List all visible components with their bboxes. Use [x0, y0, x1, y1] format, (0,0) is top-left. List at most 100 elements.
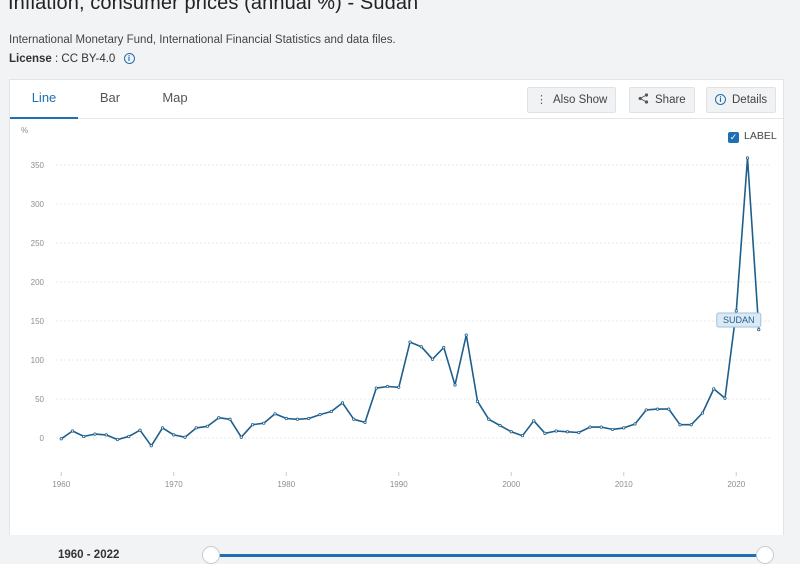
data-point — [363, 420, 367, 424]
license-label: License — [9, 53, 52, 65]
data-point — [82, 434, 86, 439]
data-point — [295, 417, 300, 421]
license-value: : CC BY-4.0 — [55, 53, 116, 65]
data-point — [622, 426, 626, 430]
data-point — [104, 433, 108, 437]
x-tick-label: 1990 — [390, 480, 408, 489]
data-point — [329, 409, 333, 414]
data-point — [712, 387, 716, 391]
data-point — [442, 345, 446, 350]
data-point — [115, 437, 120, 442]
data-point — [284, 416, 288, 421]
data-point — [655, 407, 660, 411]
year-range-label: 1960 - 2022 — [58, 549, 120, 561]
year-range-bar: 1960 - 2022 — [0, 535, 800, 564]
tab-line[interactable]: Line — [10, 80, 78, 119]
share-button[interactable]: Share — [629, 87, 695, 113]
x-tick-label: 1970 — [165, 480, 183, 489]
data-point — [93, 432, 97, 436]
data-point — [385, 384, 390, 389]
data-point — [745, 156, 750, 160]
data-point — [194, 426, 198, 430]
data-point — [734, 309, 738, 313]
line-chart: % 0 50 100 150 200 250 300 350 1960 1970 1980 1990 20… — [21, 126, 772, 489]
tab-bar[interactable]: Bar — [99, 90, 121, 105]
data-point — [487, 417, 491, 421]
data-point — [340, 401, 345, 405]
share-label: Share — [655, 94, 686, 106]
data-point — [262, 421, 266, 425]
data-point — [273, 412, 277, 416]
page-title: Inflation, consumer prices (annual %) - … — [8, 0, 419, 14]
source-note: International Monetary Fund, Internation… — [9, 34, 396, 46]
x-tick-label: 1980 — [277, 480, 295, 489]
data-point — [127, 434, 131, 439]
data-point — [554, 429, 558, 433]
data-point — [183, 435, 187, 439]
data-point — [70, 429, 75, 433]
data-point — [318, 412, 322, 417]
label-toggle[interactable]: ✓ LABEL — [728, 130, 777, 143]
license-line: License : CC BY-4.0 i — [9, 53, 135, 65]
data-point — [239, 435, 243, 439]
data-point — [453, 383, 457, 387]
y-axis-label: % — [21, 126, 28, 135]
data-point — [374, 386, 378, 390]
data-point — [633, 422, 637, 426]
details-button[interactable]: i Details — [706, 87, 777, 113]
data-point — [475, 399, 480, 403]
chart-card: Line Bar Map ⋮ Also Show Share i Details ✓… — [9, 79, 784, 536]
checkbox-checked-icon[interactable]: ✓ — [728, 132, 739, 143]
y-tick-label: 50 — [35, 395, 44, 404]
series-line-sudan — [60, 157, 760, 447]
data-point — [565, 430, 570, 434]
data-point — [464, 333, 468, 337]
data-point — [520, 434, 525, 438]
details-info-glyph: i — [715, 94, 726, 105]
data-point — [419, 345, 423, 349]
data-point — [644, 408, 648, 412]
y-tick-label: 350 — [31, 161, 45, 170]
y-tick-label: 0 — [40, 434, 45, 443]
data-point — [228, 417, 232, 421]
data-point — [599, 425, 603, 429]
data-point — [307, 416, 311, 421]
data-point — [678, 423, 682, 427]
data-point — [588, 425, 592, 429]
data-point — [577, 430, 581, 435]
data-point — [172, 433, 176, 437]
data-point — [667, 407, 671, 411]
data-point — [700, 411, 705, 415]
x-tick-label: 2020 — [727, 480, 745, 489]
data-point — [138, 428, 142, 432]
details-label: Details — [732, 94, 768, 106]
data-point — [59, 437, 63, 441]
tab-map[interactable]: Map — [162, 90, 188, 105]
label-toggle-text: LABEL — [744, 130, 777, 142]
data-point — [352, 417, 356, 421]
data-point — [610, 427, 615, 432]
x-tick-label: 1960 — [52, 480, 70, 489]
license-info-icon[interactable]: i — [123, 53, 135, 64]
end-label-box — [716, 312, 762, 328]
end-label-text: SUDAN — [723, 315, 755, 325]
range-start-handle[interactable] — [202, 546, 220, 564]
data-point — [205, 424, 210, 428]
x-tick-label: 2000 — [502, 480, 520, 489]
data-point — [250, 423, 255, 427]
data-point — [498, 423, 502, 428]
share-icon — [638, 88, 649, 112]
range-end-handle[interactable] — [756, 546, 774, 564]
data-point — [689, 423, 693, 427]
y-tick-label: 150 — [31, 317, 45, 326]
y-tick-label: 300 — [31, 200, 45, 209]
data-point — [509, 430, 513, 434]
chart-type-tabs: Line Bar Map ⋮ Also Show Share i Details — [10, 80, 783, 119]
y-tick-label: 200 — [31, 278, 45, 287]
y-tick-label: 100 — [31, 356, 45, 365]
data-point — [543, 431, 547, 435]
also-show-button[interactable]: ⋮ Also Show — [527, 87, 617, 113]
data-point — [757, 327, 761, 332]
year-range-track[interactable] — [208, 554, 768, 557]
info-icon: i — [715, 88, 726, 112]
